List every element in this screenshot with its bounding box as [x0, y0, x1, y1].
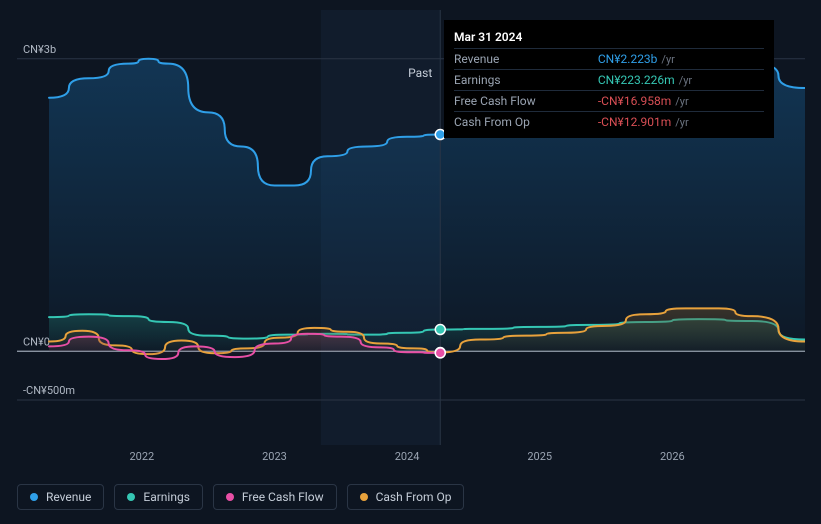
- legend-label: Revenue: [46, 490, 91, 504]
- tooltip-date: Mar 31 2024: [454, 26, 764, 48]
- svg-text:2022: 2022: [129, 450, 154, 463]
- legend-item-fcf[interactable]: Free Cash Flow: [213, 484, 337, 510]
- svg-text:2026: 2026: [660, 450, 685, 463]
- svg-text:2025: 2025: [527, 450, 552, 463]
- tooltip-row-label: Cash From Op: [454, 112, 598, 133]
- legend-dot-icon: [360, 493, 368, 501]
- tooltip-row-value: CN¥223.226m/yr: [598, 70, 764, 91]
- chart-tooltip: Mar 31 2024 RevenueCN¥2.223b/yrEarningsC…: [444, 20, 774, 138]
- legend-dot-icon: [127, 493, 135, 501]
- svg-text:2024: 2024: [395, 450, 420, 463]
- svg-text:Past: Past: [408, 66, 432, 80]
- tooltip-row-value: -CN¥16.958m/yr: [598, 91, 764, 112]
- legend-label: Free Cash Flow: [242, 490, 324, 504]
- tooltip-row: EarningsCN¥223.226m/yr: [454, 70, 764, 91]
- svg-text:2023: 2023: [262, 450, 287, 463]
- tooltip-row: Cash From Op-CN¥12.901m/yr: [454, 112, 764, 133]
- tooltip-table: RevenueCN¥2.223b/yrEarningsCN¥223.226m/y…: [454, 48, 764, 132]
- tooltip-row-value: CN¥2.223b/yr: [598, 49, 764, 70]
- legend-item-revenue[interactable]: Revenue: [17, 484, 104, 510]
- legend-label: Earnings: [143, 490, 190, 504]
- tooltip-row: RevenueCN¥2.223b/yr: [454, 49, 764, 70]
- tooltip-row: Free Cash Flow-CN¥16.958m/yr: [454, 91, 764, 112]
- legend-dot-icon: [30, 493, 38, 501]
- tooltip-row-label: Free Cash Flow: [454, 91, 598, 112]
- tooltip-row-label: Earnings: [454, 70, 598, 91]
- tooltip-row-value: -CN¥12.901m/yr: [598, 112, 764, 133]
- legend-label: Cash From Op: [376, 490, 452, 504]
- legend-dot-icon: [226, 493, 234, 501]
- legend-item-earnings[interactable]: Earnings: [114, 484, 203, 510]
- chart-legend: Revenue Earnings Free Cash Flow Cash From O…: [17, 484, 464, 510]
- svg-text:-CN¥500m: -CN¥500m: [23, 384, 75, 397]
- legend-item-cfo[interactable]: Cash From Op: [347, 484, 465, 510]
- svg-text:CN¥3b: CN¥3b: [23, 43, 56, 56]
- svg-text:CN¥0: CN¥0: [23, 335, 50, 348]
- tooltip-row-label: Revenue: [454, 49, 598, 70]
